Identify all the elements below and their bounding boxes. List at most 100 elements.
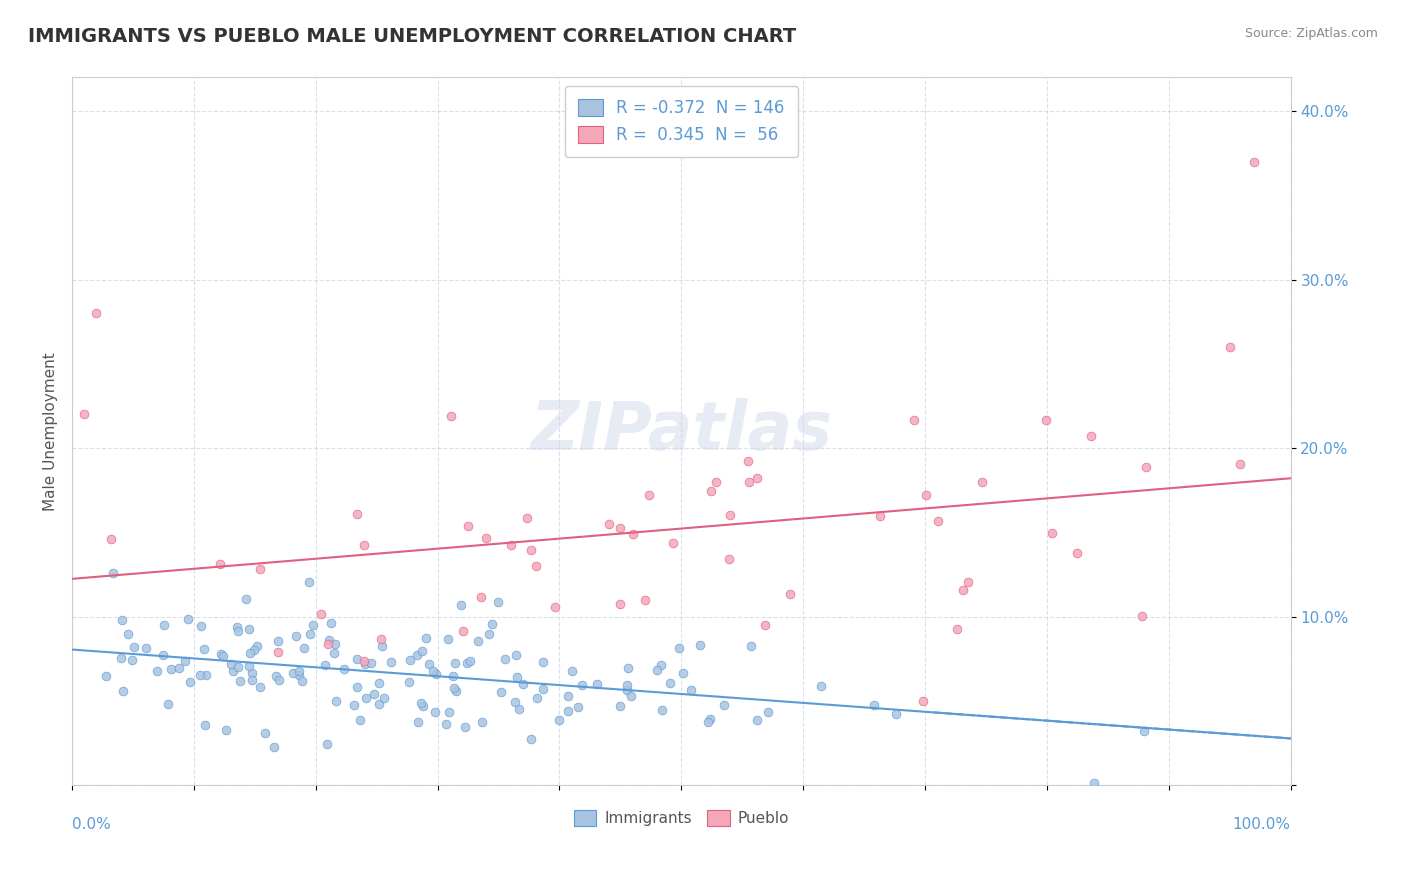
Point: [174, 654, 197, 668]
Point: [103, 566, 125, 581]
Point: [499, 538, 522, 552]
Point: [737, 453, 759, 467]
Point: [506, 670, 529, 684]
Point: [598, 516, 620, 531]
Point: [179, 675, 201, 690]
Point: [486, 595, 509, 609]
Point: [437, 632, 460, 646]
Text: 0.0%: 0.0%: [72, 817, 111, 832]
Point: [544, 599, 567, 614]
Point: [443, 681, 465, 696]
Point: [738, 475, 761, 490]
Point: [422, 665, 444, 679]
Point: [242, 642, 264, 657]
Point: [240, 673, 263, 687]
Point: [399, 653, 422, 667]
Point: [318, 632, 340, 647]
Text: Source: ZipAtlas.com: Source: ZipAtlas.com: [1244, 27, 1378, 40]
Point: [457, 519, 479, 533]
Point: [747, 714, 769, 728]
Point: [111, 684, 134, 698]
Point: [651, 703, 673, 717]
Point: [713, 698, 735, 712]
Point: [318, 637, 340, 651]
Point: [903, 413, 925, 427]
Point: [567, 699, 589, 714]
Point: [621, 527, 644, 541]
Point: [370, 639, 392, 653]
Point: [346, 508, 368, 522]
Point: [319, 615, 342, 630]
Point: [494, 652, 516, 666]
Point: [226, 660, 249, 674]
Point: [225, 620, 247, 634]
Point: [240, 666, 263, 681]
Point: [246, 640, 269, 654]
Point: [1243, 154, 1265, 169]
Point: [467, 634, 489, 648]
Point: [620, 689, 643, 703]
Point: [292, 641, 315, 656]
Point: [263, 739, 285, 754]
Point: [209, 557, 232, 571]
Point: [524, 558, 547, 573]
Point: [1066, 546, 1088, 560]
Point: [167, 661, 190, 675]
Point: [228, 674, 250, 689]
Point: [440, 409, 463, 423]
Point: [284, 629, 307, 643]
Point: [450, 599, 472, 613]
Point: [353, 538, 375, 552]
Point: [609, 597, 631, 611]
Point: [952, 582, 974, 597]
Point: [323, 637, 346, 651]
Point: [354, 691, 377, 706]
Point: [346, 680, 368, 694]
Point: [689, 638, 711, 652]
Point: [121, 653, 143, 667]
Point: [1080, 429, 1102, 443]
Point: [411, 643, 433, 657]
Point: [458, 654, 481, 668]
Point: [373, 690, 395, 705]
Point: [315, 737, 337, 751]
Point: [368, 697, 391, 711]
Point: [249, 561, 271, 575]
Point: [911, 694, 934, 708]
Point: [1132, 609, 1154, 624]
Point: [489, 685, 512, 699]
Point: [526, 691, 548, 706]
Point: [380, 656, 402, 670]
Text: 100.0%: 100.0%: [1233, 817, 1291, 832]
Point: [94, 669, 117, 683]
Point: [531, 655, 554, 669]
Point: [290, 673, 312, 688]
Point: [346, 651, 368, 665]
Point: [557, 689, 579, 703]
Point: [309, 607, 332, 621]
Point: [267, 633, 290, 648]
Point: [471, 714, 494, 729]
Point: [884, 706, 907, 721]
Point: [1219, 340, 1241, 354]
Point: [235, 592, 257, 607]
Point: [637, 488, 659, 502]
Point: [188, 668, 211, 682]
Point: [645, 663, 668, 677]
Point: [1135, 459, 1157, 474]
Point: [360, 657, 382, 671]
Point: [194, 668, 217, 682]
Point: [561, 664, 583, 678]
Point: [756, 705, 779, 719]
Point: [531, 681, 554, 696]
Point: [779, 587, 801, 601]
Point: [658, 676, 681, 690]
Point: [740, 639, 762, 653]
Point: [152, 618, 174, 632]
Point: [190, 618, 212, 632]
Point: [520, 731, 543, 746]
Point: [298, 575, 321, 590]
Text: IMMIGRANTS VS PUEBLO MALE UNEMPLOYMENT CORRELATION CHART: IMMIGRANTS VS PUEBLO MALE UNEMPLOYMENT C…: [28, 27, 796, 45]
Point: [239, 646, 262, 660]
Point: [437, 706, 460, 720]
